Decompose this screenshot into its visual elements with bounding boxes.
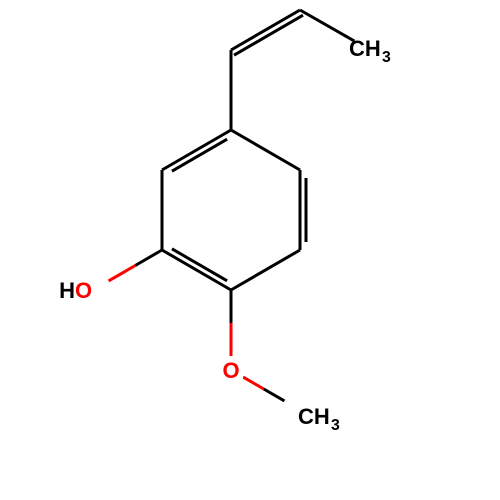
- methyl-label: CH: [349, 36, 381, 61]
- svg-text:H: H: [59, 278, 75, 303]
- molecule-diagram: CH3HOOCH3: [0, 0, 500, 500]
- methoxy-o: O: [222, 358, 239, 383]
- hydroxyl-label: HO: [59, 278, 92, 303]
- svg-text:O: O: [75, 278, 92, 303]
- methoxy-ch3: CH: [298, 404, 330, 429]
- svg-text:3: 3: [382, 49, 391, 66]
- svg-text:3: 3: [331, 417, 340, 434]
